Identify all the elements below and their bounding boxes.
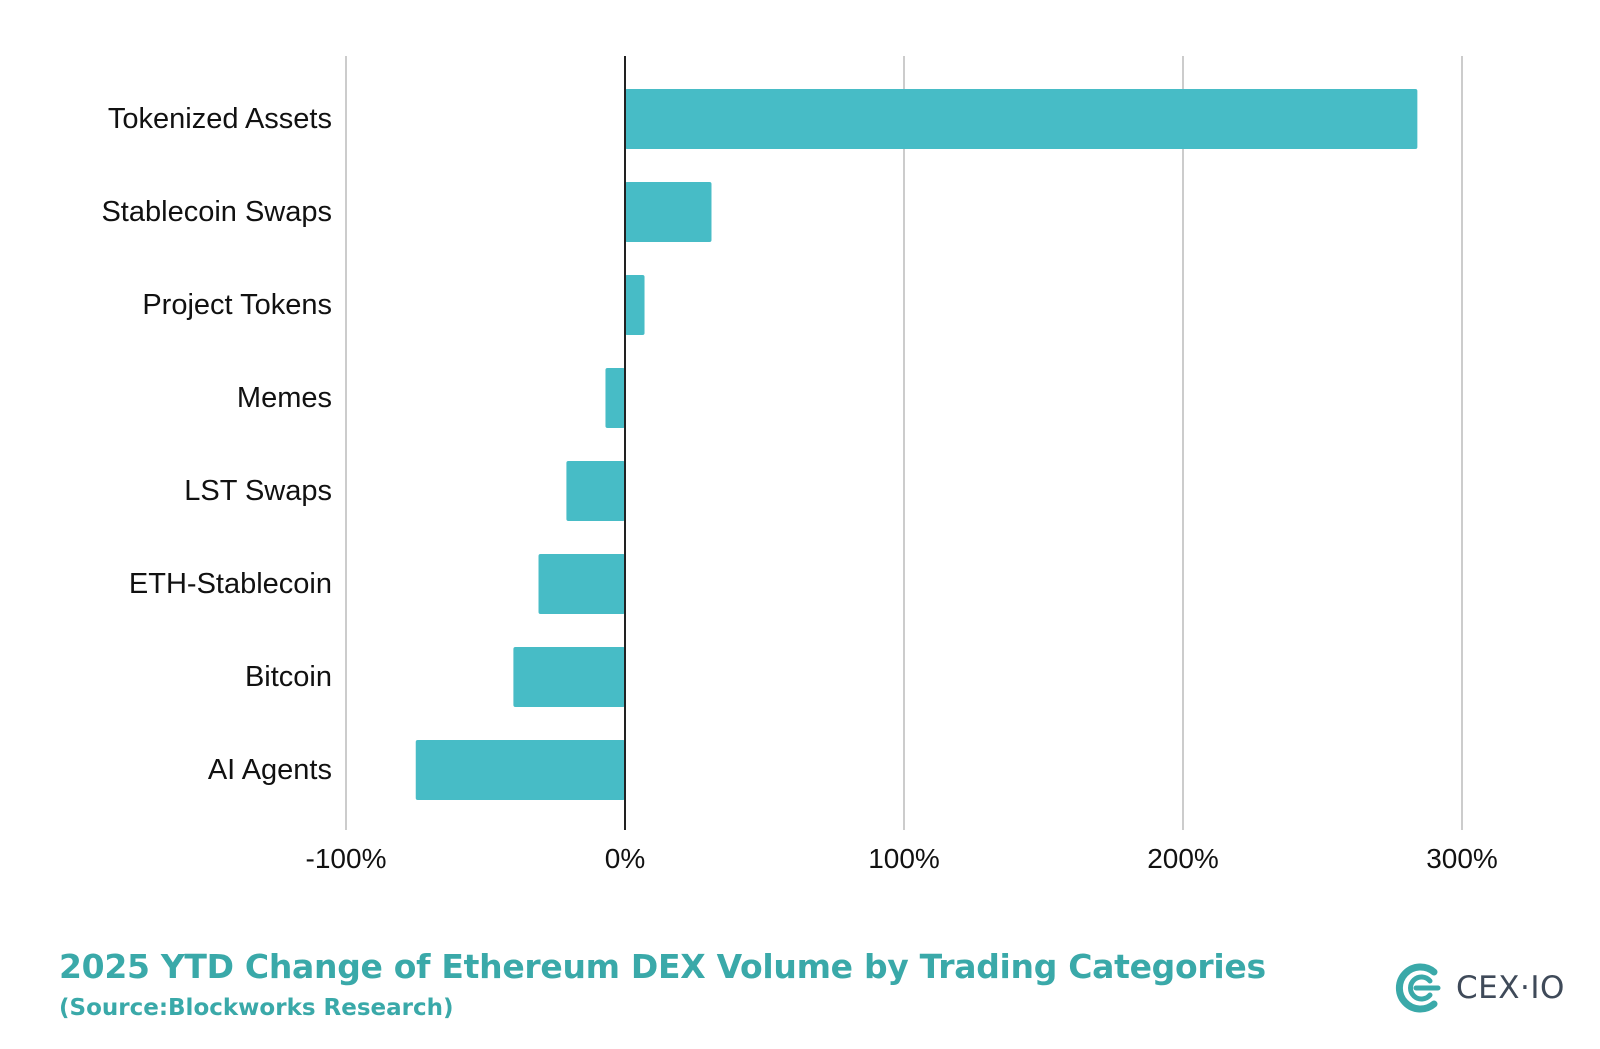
bar-lst-swaps — [566, 461, 625, 521]
x-tick-label: -100% — [306, 843, 387, 874]
bar-tokenized-assets — [625, 89, 1418, 149]
brand-logo: CEX·IO — [1394, 958, 1565, 1018]
chart-title: 2025 YTD Change of Ethereum DEX Volume b… — [59, 947, 1266, 986]
category-label: Bitcoin — [245, 661, 332, 693]
bar-stablecoin-swaps — [625, 182, 712, 242]
x-tick-label: 300% — [1426, 843, 1498, 874]
x-tick-label: 0% — [605, 843, 645, 874]
bar-bitcoin — [513, 647, 625, 707]
brand-name: CEX·IO — [1456, 970, 1565, 1006]
chart-bars — [415, 89, 1418, 800]
chart-source: (Source:Blockworks Research) — [59, 995, 454, 1021]
chart-gridlines — [345, 56, 1463, 830]
category-label: Project Tokens — [142, 289, 332, 321]
x-axis-tick-labels: -100% 0% 100% 200% 300% — [306, 843, 1498, 874]
category-label: Tokenized Assets — [108, 103, 332, 135]
bar-chart: Tokenized Assets Stablecoin Swaps Project … — [101, 56, 1498, 874]
bar-ai-agents — [415, 740, 625, 800]
bar-project-tokens — [625, 275, 645, 335]
cex-io-logo-icon — [1395, 963, 1441, 1013]
category-label: Stablecoin Swaps — [101, 196, 332, 228]
bar-memes — [605, 368, 625, 428]
x-tick-label: 200% — [1147, 843, 1219, 874]
category-label: LST Swaps — [184, 475, 332, 507]
category-labels: Tokenized Assets Stablecoin Swaps Project … — [101, 103, 332, 786]
category-label: ETH-Stablecoin — [129, 568, 332, 600]
bar-eth-stablecoin — [538, 554, 625, 614]
category-label: AI Agents — [208, 754, 332, 786]
category-label: Memes — [237, 382, 332, 414]
x-tick-label: 100% — [868, 843, 940, 874]
